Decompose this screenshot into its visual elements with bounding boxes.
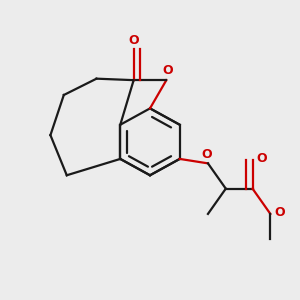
Text: O: O [163,64,173,77]
Text: O: O [128,34,139,46]
Text: O: O [201,148,212,161]
Text: O: O [256,152,267,165]
Text: O: O [274,206,285,219]
